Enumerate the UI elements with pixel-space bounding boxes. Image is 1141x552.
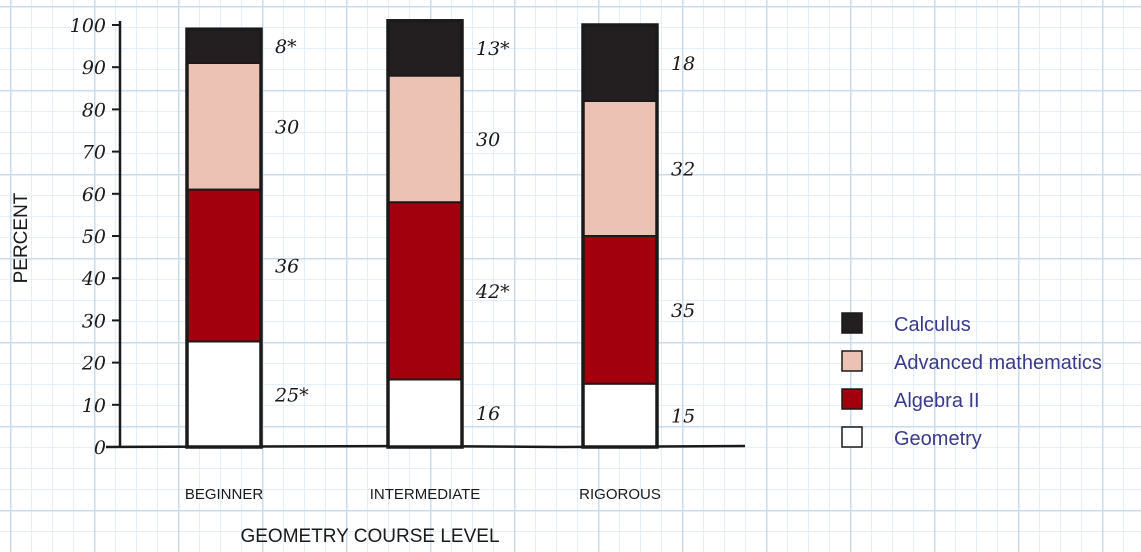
value-label-rigorous-advanced-mathematics: 32	[671, 158, 695, 180]
segment-beginner-advanced-mathematics	[186, 61, 262, 191]
y-tick-label-10: 10	[82, 395, 106, 417]
y-tick-label-70: 70	[82, 142, 106, 164]
segment-intermediate-algebra-ii	[387, 201, 463, 381]
value-label-rigorous-geometry: 15	[671, 405, 695, 427]
segment-intermediate-calculus	[387, 19, 463, 77]
bar-outline-intermediate	[386, 19, 464, 449]
segment-beginner-algebra-ii	[186, 188, 262, 343]
legend-label-geometry: Geometry	[894, 428, 982, 450]
y-tick-label-60: 60	[82, 184, 106, 206]
category-label-beginner: BEGINNER	[185, 486, 264, 503]
y-tick-label-30: 30	[82, 310, 106, 332]
legend-swatch-calculus	[841, 312, 863, 334]
y-tick-label-20: 20	[81, 353, 106, 375]
value-label-beginner-algebra-ii: 36	[275, 256, 299, 278]
y-tick-label-50: 50	[82, 226, 106, 248]
legend-swatch-geometry	[841, 426, 863, 448]
y-tick-label-0: 0	[94, 437, 106, 459]
value-label-intermediate-algebra-ii: 42*	[475, 281, 510, 303]
segment-rigorous-advanced-mathematics	[582, 99, 658, 237]
segment-rigorous-algebra-ii	[582, 235, 658, 385]
y-tick-label-80: 80	[82, 99, 106, 121]
bar-beginner	[185, 27, 263, 449]
bars	[185, 19, 659, 449]
legend-swatch-algebra-ii	[841, 388, 863, 410]
value-label-beginner-geometry: 25*	[274, 384, 309, 406]
legend-label-algebra-ii: Algebra II	[894, 390, 980, 412]
segment-rigorous-calculus	[582, 24, 658, 102]
axes: 0 10 20 30 40 50 60 70 80 90 100	[70, 15, 746, 459]
value-labels: 25* 36 30 8* 16 42* 30 13* 15 35 32 18	[274, 36, 695, 427]
segment-intermediate-advanced-mathematics	[387, 74, 463, 204]
bar-intermediate	[386, 19, 464, 449]
legend-item-geometry: Geometry	[841, 426, 982, 450]
value-label-rigorous-calculus: 18	[671, 53, 695, 75]
legend-item-calculus: Calculus	[841, 312, 971, 336]
y-tick-label-90: 90	[82, 57, 106, 79]
segment-beginner-calculus	[186, 28, 262, 64]
legend: Calculus Advanced mathematics Algebra II Ge…	[841, 312, 1102, 450]
y-tick-label-100: 100	[70, 15, 106, 37]
segment-intermediate-geometry	[387, 378, 463, 449]
segment-rigorous-geometry	[582, 382, 658, 449]
value-label-intermediate-geometry: 16	[476, 403, 500, 425]
value-label-beginner-calculus: 8*	[275, 36, 297, 58]
bar-rigorous	[581, 23, 659, 449]
segment-beginner-geometry	[186, 340, 262, 448]
x-axis-title: GEOMETRY COURSE LEVEL	[240, 526, 499, 547]
category-label-rigorous: RIGOROUS	[579, 486, 661, 503]
legend-label-advanced-mathematics: Advanced mathematics	[894, 352, 1102, 374]
value-label-rigorous-algebra-ii: 35	[671, 300, 695, 322]
category-labels: BEGINNER INTERMEDIATE RIGOROUS	[185, 486, 661, 503]
value-label-intermediate-calculus: 13*	[476, 38, 510, 60]
legend-swatch-advanced-mathematics	[841, 350, 863, 372]
legend-item-advanced-mathematics: Advanced mathematics	[841, 350, 1102, 374]
value-label-beginner-advanced-mathematics: 30	[275, 116, 299, 138]
category-label-intermediate: INTERMEDIATE	[370, 486, 481, 503]
legend-label-calculus: Calculus	[894, 314, 971, 336]
legend-item-algebra-ii: Algebra II	[841, 388, 980, 412]
y-tick-label-40: 40	[81, 268, 106, 290]
value-label-intermediate-advanced-mathematics: 30	[476, 129, 500, 151]
bar-outline-beginner	[185, 27, 263, 449]
y-axis-title: PERCENT	[11, 192, 32, 283]
bar-outline-rigorous	[581, 23, 659, 449]
